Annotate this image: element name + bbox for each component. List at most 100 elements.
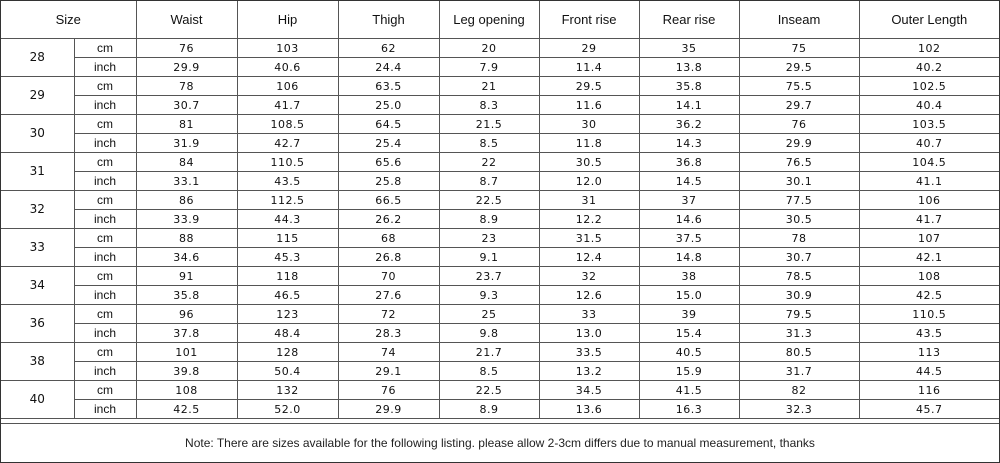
rear-rise-value: 15.4 [638, 323, 740, 343]
outer-length-value: 110.5 [858, 304, 1000, 324]
unit-label: inch [74, 209, 137, 229]
inseam-value: 29.9 [738, 133, 860, 153]
unit-label: cm [73, 266, 137, 286]
thigh-value: 65.6 [337, 152, 440, 172]
leg-opening-value: 8.9 [438, 209, 540, 229]
table-row: inch 39.8 50.4 29.1 8.5 13.2 15.9 31.7 44.5 [1, 361, 1000, 381]
size-cell: 32 [1, 190, 75, 229]
unit-label: inch [74, 361, 137, 381]
waist-value: 37.8 [135, 323, 238, 343]
inseam-value: 32.3 [738, 399, 860, 419]
header-size: Size [1, 1, 137, 39]
inseam-value: 76 [738, 114, 860, 134]
thigh-value: 62 [337, 38, 440, 58]
waist-value: 78 [135, 76, 238, 96]
front-rise-value: 30 [538, 114, 640, 134]
hip-value: 123 [236, 304, 339, 324]
hip-value: 43.5 [236, 171, 339, 191]
inseam-value: 75.5 [738, 76, 860, 96]
unit-label: cm [73, 114, 137, 134]
outer-length-value: 102 [858, 38, 1000, 58]
thigh-value: 70 [337, 266, 440, 286]
rear-rise-value: 37.5 [638, 228, 740, 248]
thigh-value: 28.3 [337, 323, 440, 343]
front-rise-value: 12.4 [538, 247, 640, 267]
rear-rise-value: 14.8 [638, 247, 740, 267]
leg-opening-value: 7.9 [438, 57, 540, 77]
size-cell: 34 [1, 266, 75, 305]
inseam-value: 30.5 [738, 209, 860, 229]
table-row: 33 cm 88 115 68 23 31.5 37.5 78 107 [1, 228, 1000, 267]
outer-length-value: 108 [858, 266, 1000, 286]
waist-value: 101 [135, 342, 238, 362]
unit-label: inch [74, 285, 137, 305]
thigh-value: 72 [337, 304, 440, 324]
front-rise-value: 12.2 [538, 209, 640, 229]
size-cell: 40 [1, 380, 75, 419]
table-row: 28 cm 76 103 62 20 29 35 75 102 [1, 38, 1000, 77]
inseam-value: 29.7 [738, 95, 860, 115]
front-rise-value: 11.6 [538, 95, 640, 115]
table-row: inch 33.1 43.5 25.8 8.7 12.0 14.5 30.1 41.1 [1, 171, 1000, 191]
table-row: inch 33.9 44.3 26.2 8.9 12.2 14.6 30.5 41.7 [1, 209, 1000, 229]
front-rise-value: 12.0 [538, 171, 640, 191]
table-row: inch 29.9 40.6 24.4 7.9 11.4 13.8 29.5 40.2 [1, 57, 1000, 77]
hip-value: 132 [236, 380, 339, 400]
rear-rise-value: 15.0 [638, 285, 740, 305]
front-rise-value: 13.2 [538, 361, 640, 381]
leg-opening-value: 22.5 [438, 380, 540, 400]
leg-opening-value: 23.7 [438, 266, 540, 286]
rear-rise-value: 37 [638, 190, 740, 210]
unit-label: cm [73, 190, 137, 210]
table-row: 32 cm 86 112.5 66.5 22.5 31 37 77.5 106 [1, 190, 1000, 229]
front-rise-value: 31.5 [538, 228, 640, 248]
thigh-value: 26.8 [337, 247, 440, 267]
waist-value: 31.9 [135, 133, 238, 153]
inseam-value: 79.5 [738, 304, 860, 324]
leg-opening-value: 8.5 [438, 361, 540, 381]
outer-length-value: 43.5 [858, 323, 1000, 343]
leg-opening-value: 21.7 [438, 342, 540, 362]
leg-opening-value: 8.7 [438, 171, 540, 191]
thigh-value: 76 [337, 380, 440, 400]
leg-opening-value: 25 [438, 304, 540, 324]
inseam-value: 31.7 [738, 361, 860, 381]
thigh-value: 68 [337, 228, 440, 248]
waist-value: 29.9 [135, 57, 238, 77]
waist-value: 88 [135, 228, 238, 248]
front-rise-value: 11.4 [538, 57, 640, 77]
table-row: 34 cm 91 118 70 23.7 32 38 78.5 108 [1, 266, 1000, 305]
thigh-value: 24.4 [337, 57, 440, 77]
waist-value: 76 [135, 38, 238, 58]
leg-opening-value: 22.5 [438, 190, 540, 210]
front-rise-value: 11.8 [538, 133, 640, 153]
table-row: inch 31.9 42.7 25.4 8.5 11.8 14.3 29.9 40.7 [1, 133, 1000, 153]
thigh-value: 29.1 [337, 361, 440, 381]
outer-length-value: 40.2 [858, 57, 1000, 77]
waist-value: 33.9 [135, 209, 238, 229]
outer-length-value: 45.7 [858, 399, 1000, 419]
inseam-value: 30.9 [738, 285, 860, 305]
table-row: 31 cm 84 110.5 65.6 22 30.5 36.8 76.5 104.5 [1, 152, 1000, 191]
outer-length-value: 41.7 [858, 209, 1000, 229]
size-cell: 38 [1, 342, 75, 381]
rear-rise-value: 41.5 [638, 380, 740, 400]
thigh-value: 25.0 [337, 95, 440, 115]
outer-length-value: 40.7 [858, 133, 1000, 153]
hip-value: 108.5 [236, 114, 339, 134]
leg-opening-value: 9.8 [438, 323, 540, 343]
unit-label: inch [74, 247, 137, 267]
hip-value: 52.0 [236, 399, 339, 419]
front-rise-value: 32 [538, 266, 640, 286]
rear-rise-value: 14.3 [638, 133, 740, 153]
size-cell: 30 [1, 114, 75, 153]
unit-label: inch [74, 171, 137, 191]
outer-length-value: 107 [858, 228, 1000, 248]
outer-length-value: 41.1 [858, 171, 1000, 191]
unit-label: inch [74, 399, 137, 419]
outer-length-value: 103.5 [858, 114, 1000, 134]
waist-value: 42.5 [135, 399, 238, 419]
hip-value: 40.6 [236, 57, 339, 77]
waist-value: 34.6 [135, 247, 238, 267]
outer-length-value: 40.4 [858, 95, 1000, 115]
